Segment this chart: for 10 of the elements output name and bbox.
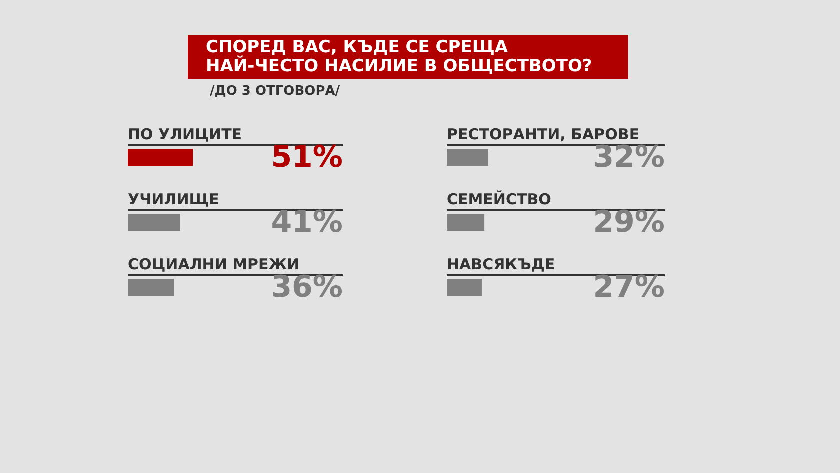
data-label: 27% [593,270,665,305]
data-label: 41% [271,205,343,240]
data-label: 51% [271,140,343,175]
y-tick-label: СЕМЕЙСТВО [447,190,552,208]
y-tick-label: ПО УЛИЦИТЕ [128,126,242,144]
text: СПОРЕД ВАС, КЪДЕ СЕ СРЕЩА НАЙ-ЧЕСТО НАСИЛИЕ В ОБЩЕСТВОТО? [206,38,592,76]
data-label: 29% [593,205,665,240]
y-tick-label: УЧИЛИЩЕ [128,190,220,208]
y-tick-label: НАВСЯКЪДЕ [447,256,556,274]
text: /ДО 3 ОТГОВОРА/ [210,84,340,99]
